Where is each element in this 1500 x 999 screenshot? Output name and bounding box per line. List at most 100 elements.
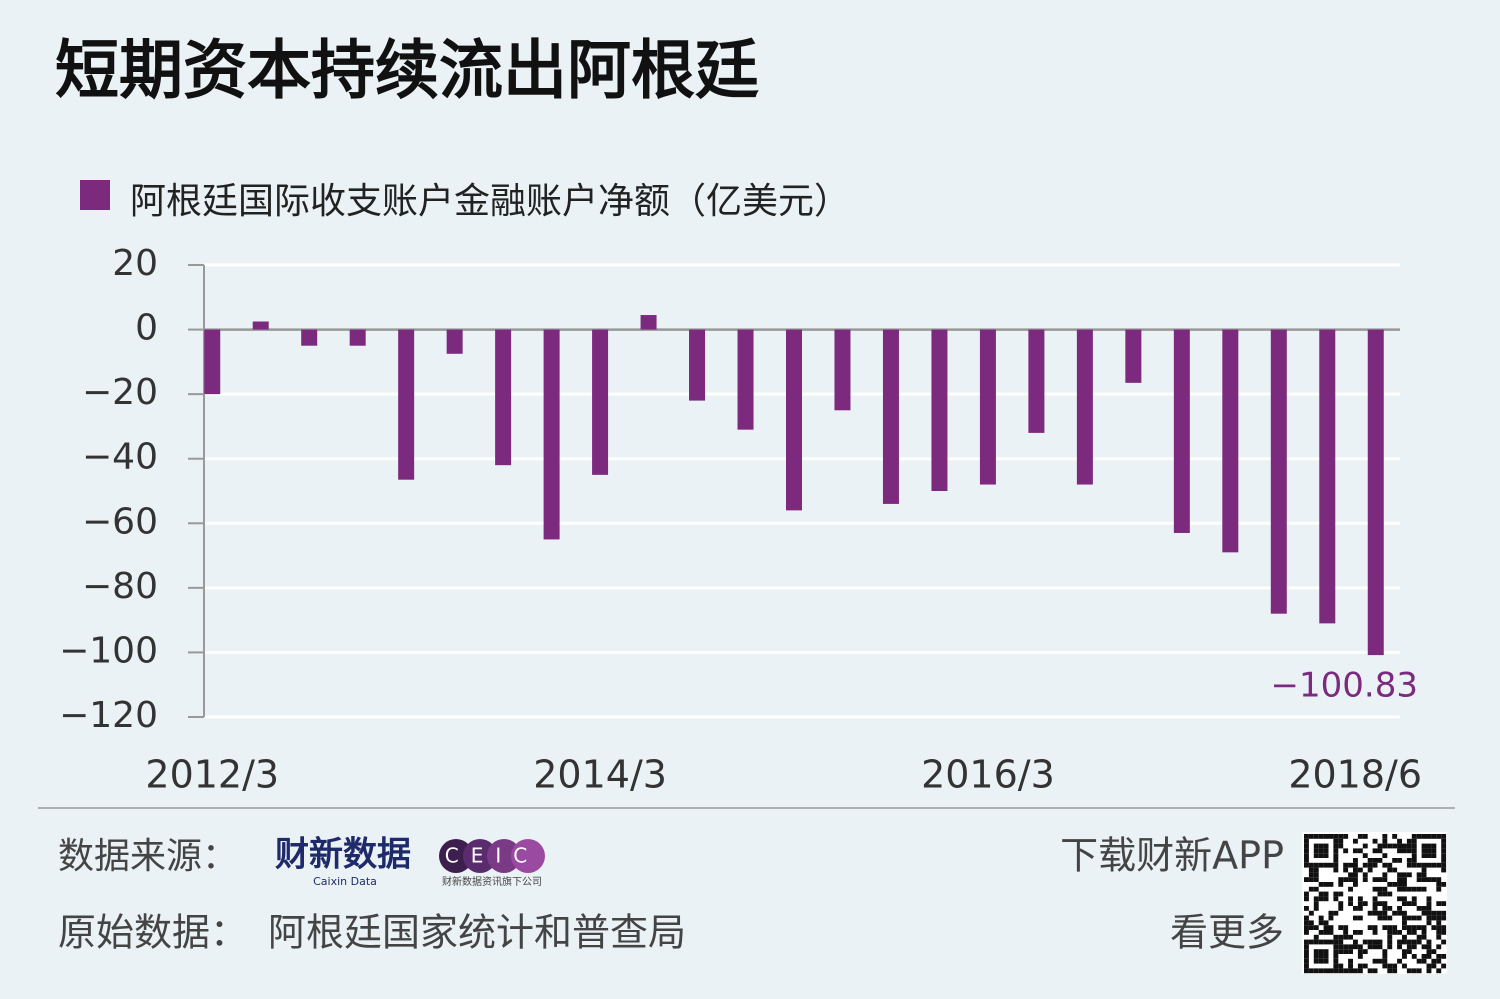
qr-cell — [1338, 949, 1344, 954]
qr-cell — [1382, 872, 1388, 878]
qr-code — [1302, 832, 1447, 974]
qr-cell — [1392, 858, 1398, 863]
qr-cell — [1323, 949, 1329, 954]
qr-cell — [1382, 925, 1388, 930]
qr-cell — [1392, 968, 1398, 974]
qr-cell — [1323, 925, 1329, 930]
qr-cell — [1357, 954, 1363, 959]
qr-cell — [1377, 886, 1383, 892]
y-tick-label: 20 — [112, 243, 158, 284]
qr-cell — [1382, 915, 1388, 921]
qr-cell — [1343, 930, 1349, 935]
qr-cell — [1372, 901, 1378, 906]
qr-cell — [1402, 934, 1407, 940]
qr-cell — [1313, 949, 1319, 954]
qr-cell — [1377, 877, 1383, 882]
qr-cell — [1431, 834, 1437, 839]
qr-cell — [1304, 896, 1309, 902]
qr-cell — [1441, 939, 1447, 945]
qr-cell — [1431, 958, 1437, 964]
qr-cell — [1348, 968, 1353, 974]
qr-cell — [1318, 968, 1324, 974]
qr-cell — [1382, 886, 1388, 892]
qr-cell — [1323, 853, 1329, 858]
qr-cell — [1304, 848, 1309, 854]
qr-cell — [1372, 910, 1378, 916]
qr-cell — [1323, 954, 1329, 959]
qr-cell — [1392, 925, 1398, 930]
qr-cell — [1377, 843, 1383, 849]
qr-cell — [1333, 949, 1339, 954]
qr-cell — [1392, 882, 1398, 887]
logo-dot — [511, 839, 545, 873]
qr-cell — [1406, 939, 1412, 945]
y-tick-label: −80 — [82, 566, 158, 607]
origin: 阿根廷国家统计和普查局 — [268, 911, 686, 955]
qr-cell — [1421, 954, 1427, 959]
qr-cell — [1308, 886, 1314, 892]
qr-cell — [1323, 882, 1329, 887]
qr-cell — [1431, 915, 1437, 921]
qr-cell — [1406, 838, 1412, 844]
qr-cell — [1357, 944, 1363, 950]
qr-cell — [1397, 930, 1402, 935]
qr-cell — [1387, 915, 1393, 921]
qr-cell — [1353, 867, 1358, 873]
qr-cell — [1397, 944, 1402, 950]
qr-cell — [1333, 862, 1339, 868]
qr-cell — [1353, 877, 1358, 882]
qr-cell — [1416, 925, 1422, 930]
qr-cell — [1392, 867, 1398, 873]
qr-cell — [1318, 882, 1324, 887]
qr-cell — [1304, 843, 1309, 849]
qr-cell — [1426, 843, 1432, 849]
qr-cell — [1411, 886, 1417, 892]
bar — [1270, 329, 1287, 614]
bar — [543, 329, 560, 540]
qr-cell — [1304, 915, 1309, 921]
qr-cell — [1421, 925, 1427, 930]
qr-cell — [1372, 877, 1378, 882]
qr-cell — [1333, 838, 1339, 844]
qr-cell — [1421, 877, 1427, 882]
qr-cell — [1353, 915, 1358, 921]
qr-cell — [1343, 877, 1349, 882]
qr-cell — [1421, 934, 1427, 940]
legend-swatch — [80, 180, 110, 210]
qr-cell — [1348, 862, 1353, 868]
qr-cell — [1318, 853, 1324, 858]
qr-cell — [1304, 925, 1309, 930]
qr-cell — [1421, 906, 1427, 911]
qr-cell — [1436, 930, 1442, 935]
qr-cell — [1382, 910, 1388, 916]
qr-cell — [1387, 867, 1393, 873]
qr-cell — [1313, 867, 1319, 873]
qr-cell — [1333, 968, 1339, 974]
qr-cell — [1367, 968, 1373, 974]
qr-cell — [1382, 901, 1388, 906]
y-tick-label: −20 — [82, 372, 158, 413]
qr-cell — [1431, 848, 1437, 854]
qr-cell — [1372, 925, 1378, 930]
chart-title: 短期资本持续流出阿根廷 — [55, 35, 759, 109]
qr-cell — [1323, 896, 1329, 902]
qr-cell — [1357, 834, 1363, 839]
qr-cell — [1421, 834, 1427, 839]
qr-cell — [1304, 939, 1309, 945]
qr-cell — [1436, 862, 1442, 868]
source-label: 数据来源： — [58, 836, 238, 877]
qr-cell — [1441, 954, 1447, 959]
bar — [689, 329, 706, 401]
qr-cell — [1406, 862, 1412, 868]
qr-cell — [1367, 867, 1373, 873]
x-tick-label: 2012/3 — [145, 753, 279, 797]
qr-cell — [1333, 891, 1339, 897]
qr-cell — [1426, 848, 1432, 854]
qr-cell — [1441, 834, 1447, 839]
qr-cell — [1382, 949, 1388, 954]
qr-cell — [1348, 949, 1353, 954]
qr-cell — [1323, 891, 1329, 897]
qr-cell — [1304, 906, 1309, 911]
